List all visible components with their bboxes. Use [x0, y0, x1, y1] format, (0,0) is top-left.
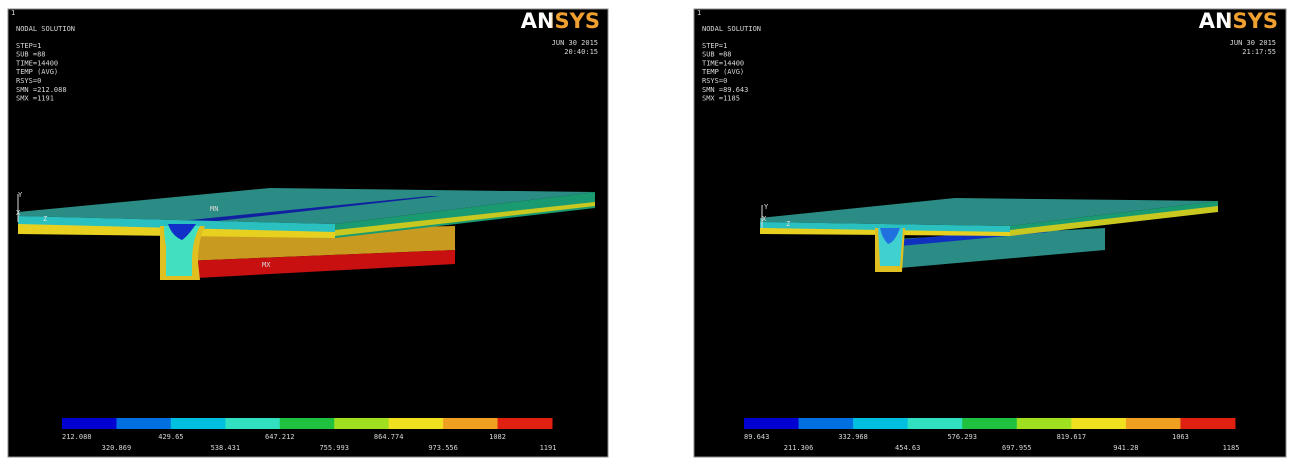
legend-label: 1082: [489, 433, 506, 441]
time: 20:40:15: [564, 48, 598, 56]
legend-swatch: [962, 418, 1018, 429]
header-line: TIME=14400: [702, 59, 744, 67]
window-number: 1: [11, 9, 15, 17]
header-line: NODAL SOLUTION: [16, 25, 75, 33]
axis-label: Y: [18, 191, 23, 199]
axis-label: X: [762, 215, 767, 223]
header-line: SUB =88: [702, 51, 732, 59]
axis-label: Y: [764, 203, 769, 211]
date: JUN 30 2015: [1230, 39, 1276, 47]
legend-swatch: [279, 418, 335, 429]
legend-swatch: [443, 418, 499, 429]
model: [760, 198, 1218, 272]
legend-swatch: [1180, 418, 1236, 429]
legend-label: 1185: [1223, 444, 1240, 452]
legend-label: 1063: [1172, 433, 1189, 441]
legend-swatch: [1016, 418, 1072, 429]
legend-label: 320.869: [102, 444, 132, 452]
header-line: SMN =212.088: [16, 86, 67, 94]
legend-label: 538.431: [211, 444, 241, 452]
legend-swatch: [798, 418, 854, 429]
legend-label: 973.556: [428, 444, 458, 452]
axis-label: Z: [786, 220, 790, 228]
legend-label: 819.617: [1057, 433, 1087, 441]
header-line: RSYS=0: [702, 77, 727, 85]
header-line: STEP=1: [702, 42, 727, 50]
legend-swatch: [853, 418, 909, 429]
legend-label: 1191: [540, 444, 557, 452]
legend-label: 647.212: [265, 433, 295, 441]
header-line: NODAL SOLUTION: [702, 25, 761, 33]
time: 21:17:55: [1242, 48, 1276, 56]
legend-label: 755.993: [319, 444, 349, 452]
legend-swatch: [388, 418, 444, 429]
header-line: SMX =1185: [702, 95, 740, 103]
extreme-marker: MX: [262, 261, 271, 269]
legend-label: 89.643: [744, 433, 769, 441]
header-line: TIME=14400: [16, 59, 58, 67]
logo: ANSYS: [1199, 9, 1278, 33]
axis-label: Z: [43, 215, 47, 223]
axis-label: X: [16, 209, 21, 217]
date: JUN 30 2015: [552, 39, 598, 47]
legend-swatch: [744, 418, 800, 429]
legend-label: 454.63: [895, 444, 920, 452]
legend-swatch: [170, 418, 226, 429]
legend-swatch: [225, 418, 281, 429]
legend-label: 576.293: [947, 433, 977, 441]
extreme-marker: MN: [210, 205, 218, 213]
header-line: SUB =88: [16, 51, 46, 59]
legend-label: 864.774: [374, 433, 404, 441]
legend-swatch: [1071, 418, 1127, 429]
legend-label: 429.65: [158, 433, 183, 441]
model: [17, 188, 595, 280]
legend-label: 212.088: [62, 433, 92, 441]
legend-label: 697.955: [1002, 444, 1032, 452]
header-line: SMN =89.643: [702, 86, 748, 94]
header-line: RSYS=0: [16, 77, 41, 85]
legend-swatch: [1125, 418, 1181, 429]
logo: ANSYS: [521, 9, 600, 33]
header-line: TEMP (AVG): [16, 68, 58, 76]
header-line: SMX =1191: [16, 95, 54, 103]
legend-swatch: [116, 418, 172, 429]
legend-swatch: [334, 418, 390, 429]
legend-label: 211.306: [784, 444, 814, 452]
legend-label: 332.968: [838, 433, 868, 441]
legend-swatch: [62, 418, 117, 429]
legend-swatch: [907, 418, 963, 429]
legend-swatch: [497, 418, 553, 429]
header-line: TEMP (AVG): [702, 68, 744, 76]
window-number: 1: [697, 9, 701, 17]
legend-label: 941.28: [1113, 444, 1138, 452]
header-line: STEP=1: [16, 42, 41, 50]
